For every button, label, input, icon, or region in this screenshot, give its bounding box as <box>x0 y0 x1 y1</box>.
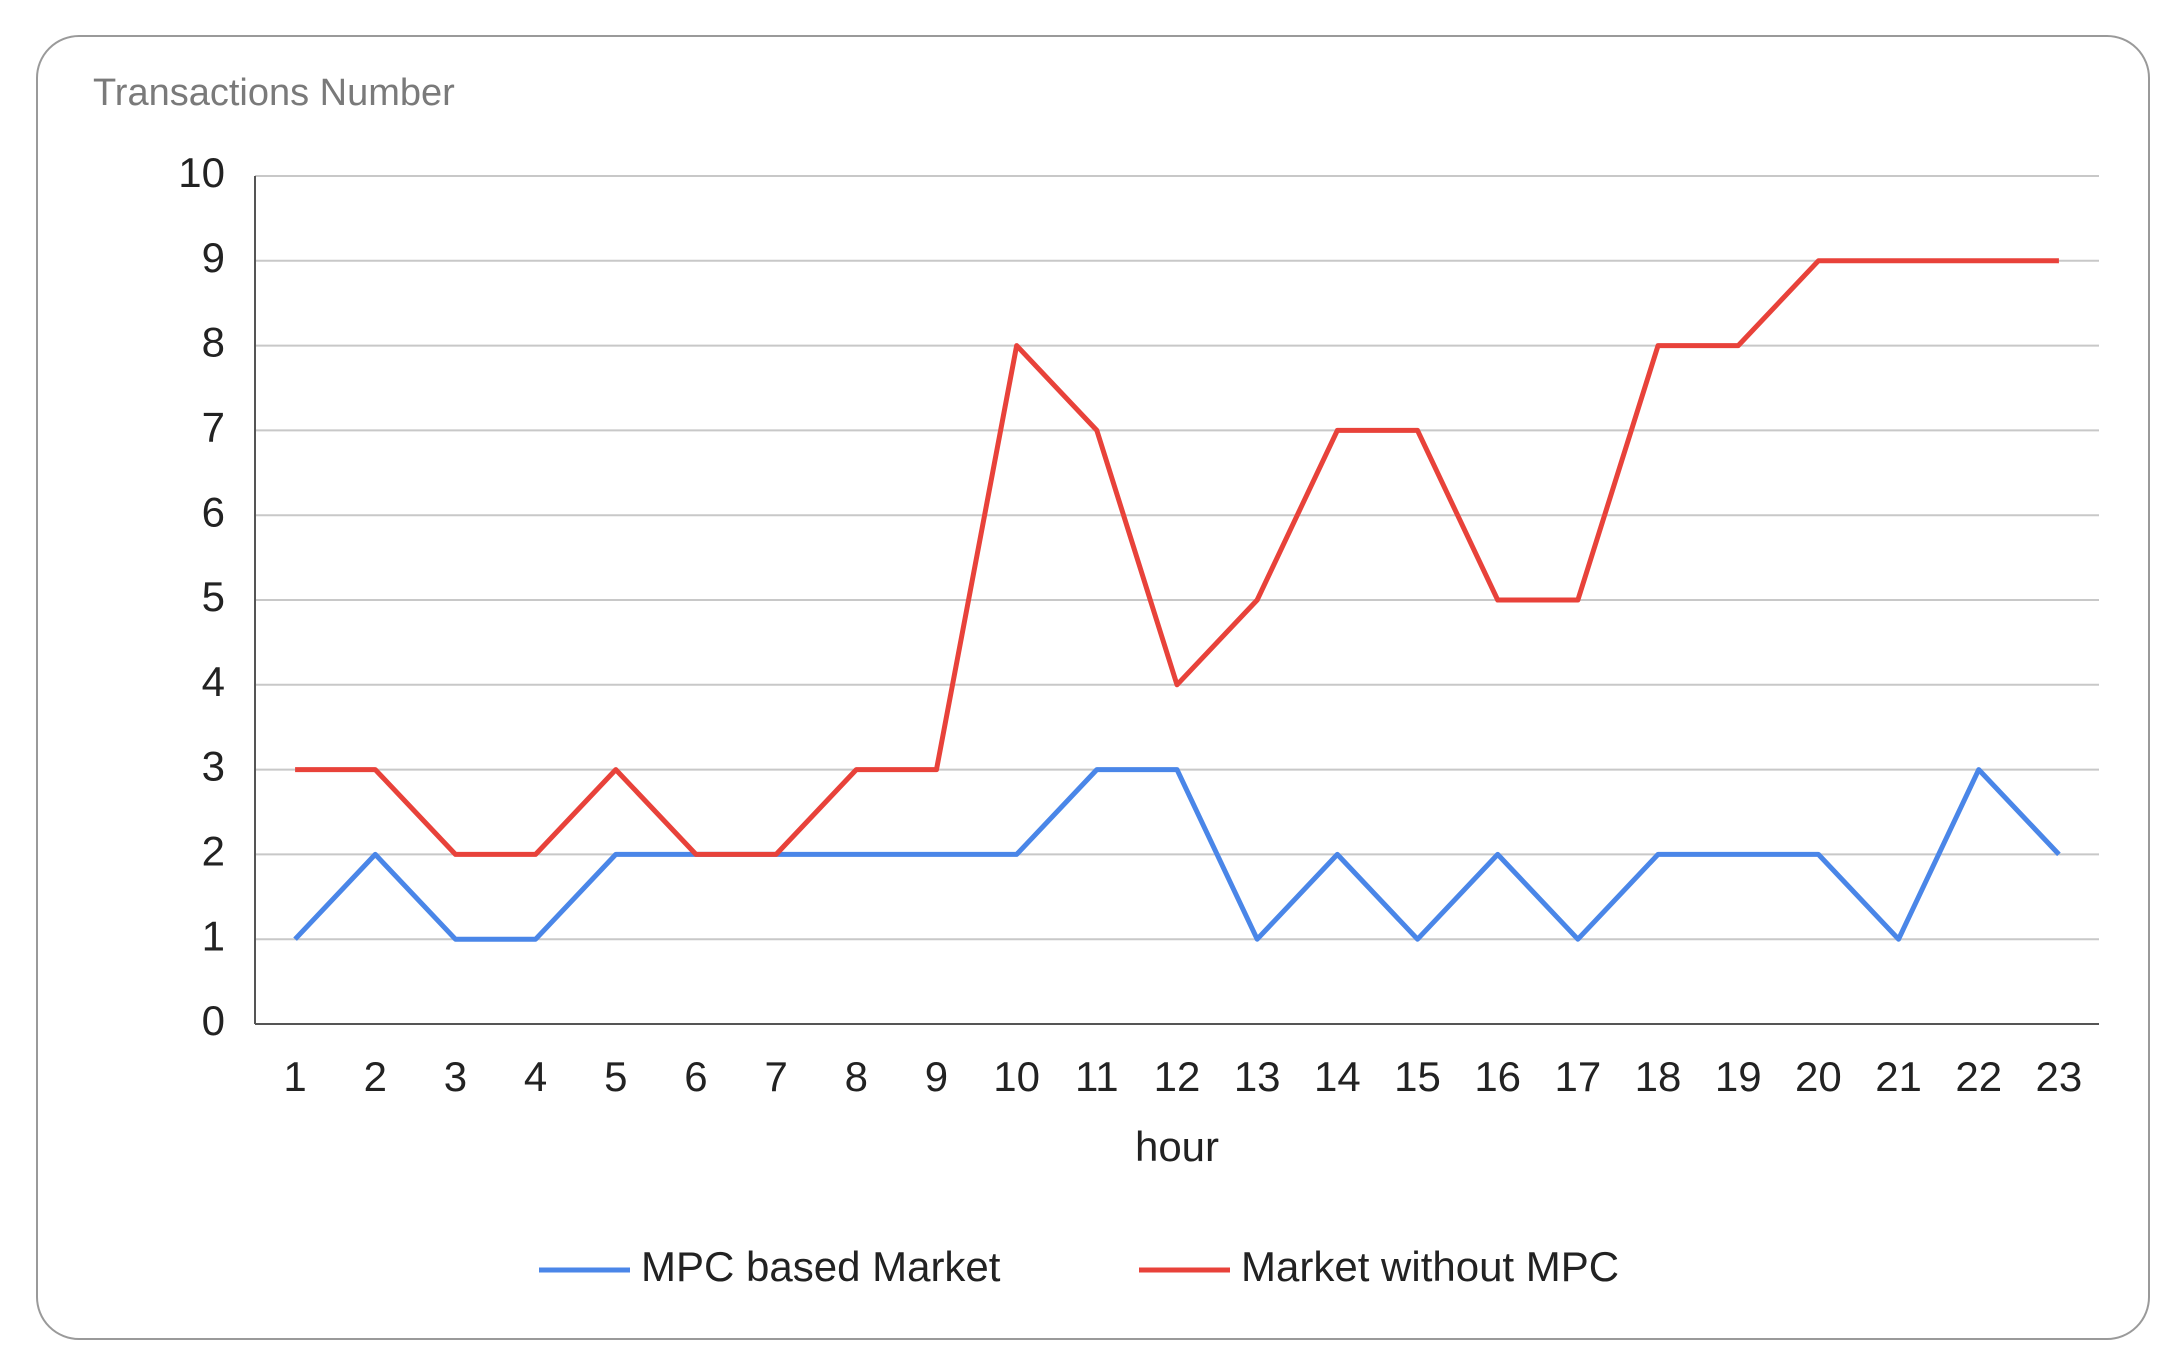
y-tick-label: 3 <box>202 743 225 790</box>
x-tick-label: 13 <box>1234 1053 1281 1100</box>
x-tick-label: 15 <box>1394 1053 1441 1100</box>
x-tick-label: 18 <box>1635 1053 1682 1100</box>
x-tick-label: 21 <box>1875 1053 1922 1100</box>
x-tick-label: 19 <box>1715 1053 1762 1100</box>
x-tick-label: 8 <box>845 1053 868 1100</box>
x-tick-label: 14 <box>1314 1053 1361 1100</box>
x-tick-label: 5 <box>604 1053 627 1100</box>
x-tick-label: 7 <box>764 1053 787 1100</box>
x-tick-label: 1 <box>283 1053 306 1100</box>
x-tick-label: 2 <box>364 1053 387 1100</box>
x-tick-label: 3 <box>444 1053 467 1100</box>
x-tick-label: 4 <box>524 1053 547 1100</box>
x-tick-label: 23 <box>2036 1053 2083 1100</box>
x-tick-label: 11 <box>1075 1053 1119 1100</box>
y-tick-label: 0 <box>202 997 225 1044</box>
x-tick-label: 6 <box>684 1053 707 1100</box>
y-tick-label: 1 <box>202 912 225 959</box>
legend-label: MPC based Market <box>641 1243 1001 1290</box>
chart-title: Transactions Number <box>93 72 455 114</box>
y-tick-label: 8 <box>202 319 225 366</box>
x-tick-label: 10 <box>993 1053 1040 1100</box>
y-tick-label: 9 <box>202 234 225 281</box>
x-tick-label: 9 <box>925 1053 948 1100</box>
x-tick-label: 17 <box>1555 1053 1602 1100</box>
x-tick-label: 22 <box>1955 1053 2002 1100</box>
legend-label: Market without MPC <box>1241 1243 1619 1290</box>
y-tick-label: 5 <box>202 573 225 620</box>
y-tick-label: 2 <box>202 827 225 874</box>
y-tick-label: 6 <box>202 488 225 535</box>
x-tick-label: 16 <box>1474 1053 1521 1100</box>
series-line <box>295 258 2059 857</box>
x-tick-label: 12 <box>1154 1053 1201 1100</box>
chart-frame <box>36 35 2150 1340</box>
y-tick-label: 7 <box>202 403 225 450</box>
series-line <box>293 767 2061 942</box>
y-tick-label: 4 <box>202 658 225 705</box>
y-tick-label: 10 <box>178 149 225 196</box>
x-axis-label: hour <box>1135 1123 1219 1170</box>
x-tick-label: 20 <box>1795 1053 1842 1100</box>
